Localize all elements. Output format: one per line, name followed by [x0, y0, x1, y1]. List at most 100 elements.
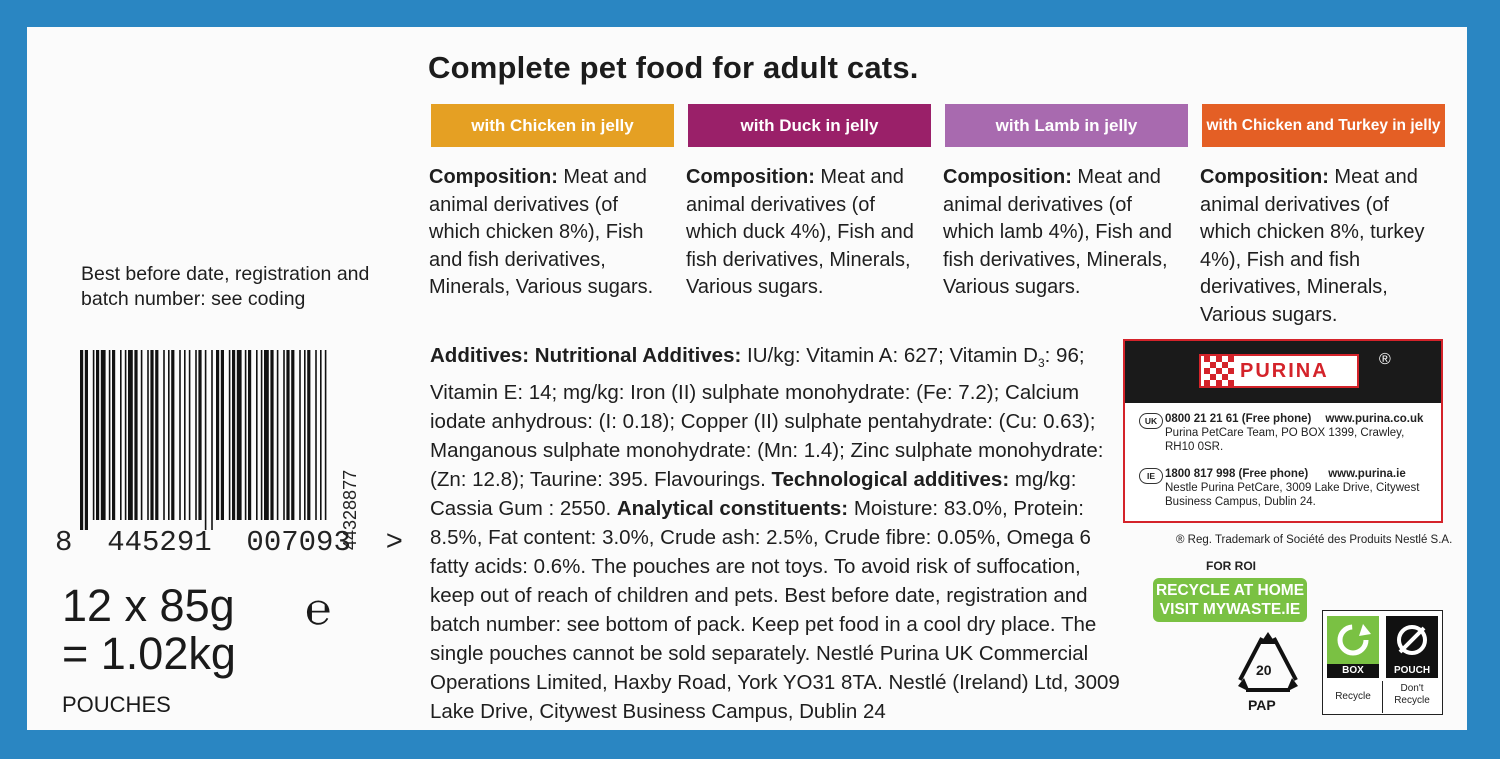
uk-address: Purina PetCare Team, PO BOX 1399, Crawle… [1165, 427, 1405, 453]
composition-chicken: Composition: Meat and animal derivatives… [429, 164, 674, 302]
barcode-bar [84, 350, 88, 530]
barcode-bar [147, 350, 149, 520]
barcode-bar [96, 350, 100, 520]
barcode-bar [304, 350, 306, 520]
barcode-bar [168, 350, 170, 520]
analytical-heading: Analytical constituents: [616, 497, 849, 521]
barcode-bar [248, 350, 252, 520]
composition-lamb: Composition: Meat and animal derivatives… [943, 164, 1188, 302]
barcode-bar [299, 350, 301, 520]
barcode-bar [211, 350, 213, 530]
quantity-unit: POUCHES [62, 692, 171, 717]
best-before-note: Best before date, registration and batch… [81, 263, 370, 310]
barcode-bar [236, 350, 242, 520]
composition-duck: Composition: Meat and animal derivatives… [686, 164, 931, 302]
divider [1382, 681, 1383, 713]
pouch-text: Don't Recycle [1386, 683, 1438, 707]
barcode-bar [283, 350, 285, 520]
uk-phone: 0800 21 21 61 (Free phone) [1165, 413, 1312, 425]
technological-heading: Technological additives: [771, 468, 1010, 492]
barcode-bar [150, 350, 154, 520]
pouch-text-line2: Recycle [1394, 695, 1430, 706]
purina-header: PURINA ® [1125, 341, 1441, 403]
composition-text: Meat and animal derivatives (of which la… [943, 166, 1172, 298]
barcode-bar [100, 350, 106, 520]
barcode-bar [244, 350, 247, 520]
barcode-vertical-code: 44328877 [340, 420, 360, 580]
barcode-bar [324, 350, 327, 520]
barcode-bar [195, 350, 197, 520]
barcode-bar [92, 350, 95, 520]
uk-badge: UK [1139, 413, 1163, 429]
box-label: BOX [1327, 664, 1379, 678]
barcode-bar [128, 350, 133, 520]
composition-text: Meat and animal derivatives (of which du… [686, 166, 914, 298]
barcode-bar [112, 350, 116, 520]
additives-text: IU/kg: Vitamin A: 627; Vitamin D [741, 344, 1038, 367]
no-recycle-icon [1397, 625, 1427, 655]
barcode-bar [155, 350, 159, 520]
pouch-dont-recycle-icon: POUCH [1386, 616, 1438, 678]
barcode-bar [256, 350, 258, 520]
barcode-bar [188, 350, 191, 520]
flavour-tag-chicken-turkey: with Chicken and Turkey in jelly [1202, 104, 1445, 147]
headline: Complete pet food for adult cats. [428, 50, 919, 85]
composition-heading: Composition: [429, 166, 558, 188]
recycle-arrow-icon [1337, 624, 1371, 656]
uk-contact: 0800 21 21 61 (Free phone) www.purina.co.… [1165, 412, 1435, 454]
barcode-bar [171, 350, 175, 520]
barcode-bar [232, 350, 236, 520]
barcode-bar [124, 350, 127, 520]
flavour-tag-lamb: with Lamb in jelly [945, 104, 1188, 147]
barcode-digits: 8 445291 007093 > [55, 526, 404, 559]
vertical-code-text: 44328877 [340, 469, 360, 550]
quantity-count: 12 x 85g [62, 580, 235, 631]
barcode-bar [184, 350, 186, 520]
barcode-bar [134, 350, 138, 520]
composition-chicken-turkey: Composition: Meat and animal derivatives… [1200, 164, 1445, 329]
quantity-total: = 1.02kg [62, 628, 236, 679]
barcode-image [80, 350, 327, 530]
composition-text: Meat and animal derivatives (of which ch… [1200, 166, 1425, 326]
barcode-bar [140, 350, 143, 520]
recycle-line1: RECYCLE AT HOME [1155, 582, 1305, 599]
purina-brand-text: PURINA [1240, 359, 1329, 382]
technological-text: mg/kg: Cassia Gum : 2550. [430, 468, 1077, 521]
pouch-text-line1: Don't [1400, 683, 1424, 694]
barcode-bar [198, 350, 202, 520]
barcode-bar [216, 350, 220, 520]
pap-number: 20 [1256, 662, 1272, 678]
barcode-bar [315, 350, 317, 520]
for-roi-label: FOR ROI [1206, 559, 1256, 573]
composition-heading: Composition: [686, 166, 815, 188]
flavour-tag-chicken: with Chicken in jelly [431, 104, 674, 147]
on-pack-recycling-label: BOX POUCH Recycle Don't Recycle [1322, 610, 1443, 715]
pap-recycling-triangle-icon [1238, 632, 1298, 692]
barcode-bar [120, 350, 122, 520]
barcode-bar [80, 350, 84, 530]
barcode-bar [260, 350, 263, 520]
purina-contact-box: PURINA ® UK 0800 21 21 61 (Free phone) ww… [1123, 339, 1443, 523]
barcode-bar [286, 350, 290, 520]
additives-paragraph: Additives: Nutritional Additives: IU/kg:… [430, 341, 1120, 726]
barcode-bar [307, 350, 311, 520]
purina-logo: PURINA [1199, 354, 1359, 388]
barcode-bar [108, 350, 111, 520]
analytical-text: Moisture: 83.0%, Protein: 8.5%, Fat cont… [430, 497, 1120, 724]
box-recycle-icon: BOX [1327, 616, 1379, 678]
additives-text: : 96; Vitamin E: 14; mg/kg: Iron (II) su… [430, 344, 1104, 492]
vitamin-d-subscript: 3 [1037, 356, 1045, 371]
ie-badge: IE [1139, 468, 1163, 484]
estimate-mark-icon: ℮ [305, 585, 332, 634]
composition-text: Meat and animal derivatives (of which ch… [429, 166, 654, 298]
barcode-bar [291, 350, 295, 520]
quantity: 12 x 85g = 1.02kg [62, 582, 236, 678]
pap-label: PAP [1248, 697, 1276, 713]
barcode-bar [204, 350, 207, 530]
flavour-tag-duck: with Duck in jelly [688, 104, 931, 147]
box-recycle-text: Recycle [1335, 691, 1371, 702]
ie-phone: 1800 817 998 (Free phone) [1165, 468, 1309, 480]
recycle-line2: VISIT MYWASTE.IE [1159, 601, 1301, 618]
ie-address: Nestle Purina PetCare, 3009 Lake Drive, … [1165, 482, 1420, 508]
barcode-bar [276, 350, 279, 520]
